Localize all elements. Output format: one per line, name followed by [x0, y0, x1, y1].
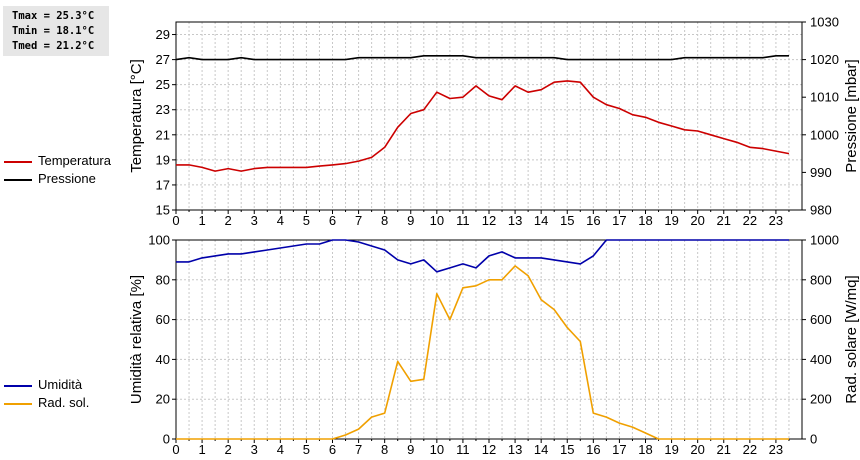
x-tick-label: 13 — [508, 442, 522, 457]
right-axis-title: Rad. solare [W/mq] — [843, 275, 860, 403]
left-tick-label: 27 — [156, 52, 170, 67]
x-tick-label: 23 — [769, 442, 783, 457]
x-tick-label: 12 — [482, 442, 496, 457]
x-tick-label: 11 — [456, 213, 470, 228]
right-tick-label: 1000 — [810, 233, 839, 248]
left-tick-label: 25 — [156, 77, 170, 92]
stats-box: Tmax = 25.3°C Tmin = 18.1°C Tmed = 21.2°… — [3, 6, 109, 56]
left-tick-label: 17 — [156, 177, 170, 192]
x-tick-label: 8 — [381, 213, 388, 228]
left-axis-title: Umidità relativa [%] — [128, 275, 145, 404]
stats-tmax: Tmax = 25.3°C — [12, 10, 95, 22]
right-tick-label: 1000 — [810, 127, 839, 142]
x-tick-label: 14 — [534, 213, 548, 228]
legend-swatch-umidita — [4, 385, 32, 387]
x-tick-label: 1 — [198, 442, 205, 457]
x-tick-label: 16 — [586, 442, 600, 457]
x-tick-label: 10 — [430, 213, 444, 228]
x-tick-label: 3 — [251, 442, 258, 457]
left-tick-label: 20 — [156, 392, 170, 407]
left-tick-label: 0 — [163, 432, 170, 447]
x-tick-label: 4 — [277, 442, 284, 457]
x-tick-label: 10 — [430, 442, 444, 457]
legend-label-rad-sol: Rad. sol. — [38, 395, 90, 410]
right-tick-label: 990 — [810, 165, 832, 180]
series-line-rad-sol — [176, 265, 789, 440]
x-tick-label: 0 — [172, 442, 179, 457]
x-tick-label: 4 — [277, 213, 284, 228]
x-tick-label: 7 — [355, 213, 362, 228]
left-tick-label: 21 — [156, 127, 170, 142]
x-tick-label: 13 — [508, 213, 522, 228]
right-tick-label: 600 — [810, 312, 832, 327]
series-line-pressione — [175, 54, 789, 61]
right-tick-label: 1020 — [810, 52, 839, 67]
right-tick-label: 200 — [810, 392, 832, 407]
x-tick-label: 0 — [172, 213, 179, 228]
x-tick-label: 16 — [586, 213, 600, 228]
right-tick-label: 1010 — [810, 90, 839, 105]
x-tick-label: 19 — [664, 213, 678, 228]
x-tick-label: 19 — [664, 442, 678, 457]
x-tick-label: 12 — [482, 213, 496, 228]
x-tick-label: 20 — [690, 442, 704, 457]
x-tick-label: 2 — [225, 213, 232, 228]
x-tick-label: 9 — [407, 213, 414, 228]
x-tick-label: 11 — [456, 442, 470, 457]
legend-label-umidita: Umidità — [38, 377, 83, 392]
left-tick-label: 40 — [156, 352, 170, 367]
left-tick-label: 80 — [156, 272, 170, 287]
right-tick-label: 400 — [810, 352, 832, 367]
right-tick-label: 0 — [810, 432, 817, 447]
left-tick-label: 23 — [156, 102, 170, 117]
x-tick-label: 15 — [560, 213, 574, 228]
x-tick-label: 3 — [251, 213, 258, 228]
right-tick-label: 1030 — [810, 15, 839, 30]
series-line-umidit — [176, 239, 789, 273]
x-tick-label: 6 — [329, 442, 336, 457]
x-tick-label: 17 — [612, 213, 626, 228]
x-tick-label: 20 — [690, 213, 704, 228]
x-tick-label: 15 — [560, 442, 574, 457]
left-tick-label: 100 — [148, 233, 170, 248]
x-tick-label: 22 — [743, 442, 757, 457]
legend-swatch-pressione — [4, 179, 32, 181]
right-tick-label: 980 — [810, 203, 832, 218]
left-tick-label: 60 — [156, 312, 170, 327]
x-tick-label: 22 — [743, 213, 757, 228]
left-axis-title: Temperatura [°C] — [128, 59, 145, 173]
x-tick-label: 18 — [638, 442, 652, 457]
x-tick-label: 17 — [612, 442, 626, 457]
left-tick-label: 19 — [156, 152, 170, 167]
legend-swatch-temperatura — [4, 161, 32, 163]
left-tick-label: 15 — [156, 203, 170, 218]
x-tick-label: 21 — [717, 213, 731, 228]
x-tick-label: 7 — [355, 442, 362, 457]
x-tick-label: 6 — [329, 213, 336, 228]
right-axis-title: Pressione [mbar] — [843, 59, 860, 172]
legend-label-pressione: Pressione — [38, 171, 96, 186]
x-tick-label: 23 — [769, 213, 783, 228]
x-tick-label: 21 — [717, 442, 731, 457]
stats-tmin: Tmin = 18.1°C — [12, 25, 95, 37]
x-tick-label: 5 — [303, 442, 310, 457]
x-tick-label: 8 — [381, 442, 388, 457]
x-tick-label: 14 — [534, 442, 548, 457]
legend-label-temperatura: Temperatura — [38, 153, 111, 168]
stats-tmed: Tmed = 21.2°C — [12, 40, 95, 52]
series-line-temperatura — [176, 80, 790, 172]
legend-swatch-rad-sol — [4, 403, 32, 405]
left-tick-label: 29 — [156, 27, 170, 42]
x-tick-label: 9 — [407, 442, 414, 457]
x-tick-label: 5 — [303, 213, 310, 228]
x-tick-label: 1 — [198, 213, 205, 228]
x-tick-label: 2 — [225, 442, 232, 457]
x-tick-label: 18 — [638, 213, 652, 228]
right-tick-label: 800 — [810, 272, 832, 287]
